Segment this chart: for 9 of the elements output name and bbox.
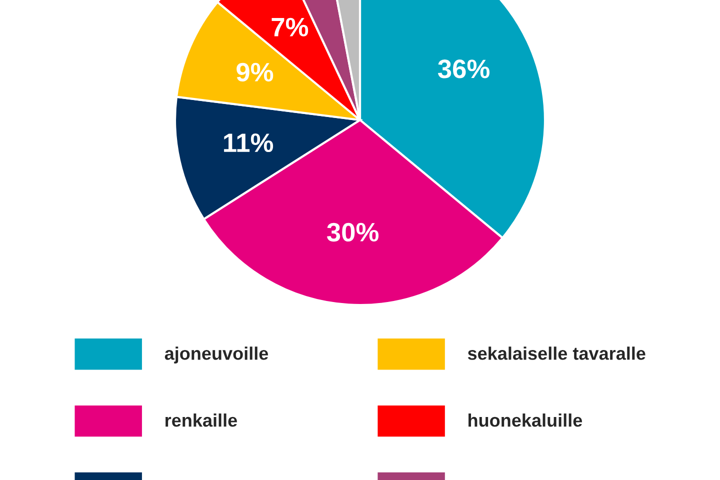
data-label: 36%	[438, 60, 490, 78]
legend-label: renkaille	[166, 414, 237, 427]
legend-label: ajoneuvoille	[164, 346, 268, 364]
data-label: 11%	[224, 133, 274, 152]
legend-label: sekalaiselle tavaralle	[468, 346, 646, 360]
data-label: 30%	[326, 222, 379, 242]
legend-label: huonekaluille	[468, 414, 582, 427]
data-label: 7%	[272, 18, 308, 36]
data-label: 9%	[236, 62, 274, 82]
